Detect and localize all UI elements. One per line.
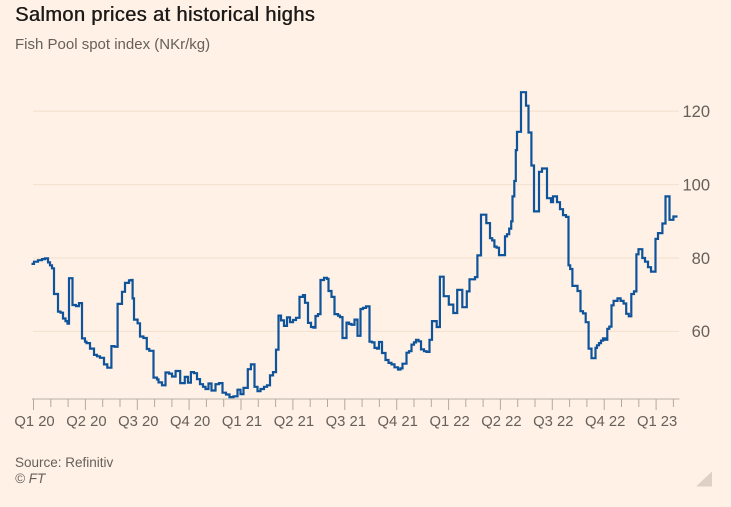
svg-text:Q1 20: Q1 20 bbox=[14, 414, 54, 430]
svg-text:100: 100 bbox=[682, 176, 710, 194]
svg-text:Q2 22: Q2 22 bbox=[481, 414, 521, 430]
svg-text:80: 80 bbox=[692, 250, 710, 268]
svg-text:Q1 23: Q1 23 bbox=[637, 414, 677, 430]
svg-text:Q3 21: Q3 21 bbox=[326, 414, 366, 430]
svg-text:Q2 20: Q2 20 bbox=[66, 414, 106, 430]
svg-text:Q1 22: Q1 22 bbox=[429, 414, 469, 430]
svg-text:Q4 21: Q4 21 bbox=[378, 414, 418, 430]
svg-text:Q4 20: Q4 20 bbox=[170, 414, 210, 430]
svg-text:Q1 21: Q1 21 bbox=[222, 414, 262, 430]
svg-text:Q2 21: Q2 21 bbox=[274, 414, 314, 430]
svg-text:Q3 22: Q3 22 bbox=[533, 414, 573, 430]
svg-text:60: 60 bbox=[692, 323, 710, 341]
svg-text:Q4 22: Q4 22 bbox=[585, 414, 625, 430]
svg-text:120: 120 bbox=[682, 103, 710, 121]
svg-text:Q3 20: Q3 20 bbox=[118, 414, 158, 430]
